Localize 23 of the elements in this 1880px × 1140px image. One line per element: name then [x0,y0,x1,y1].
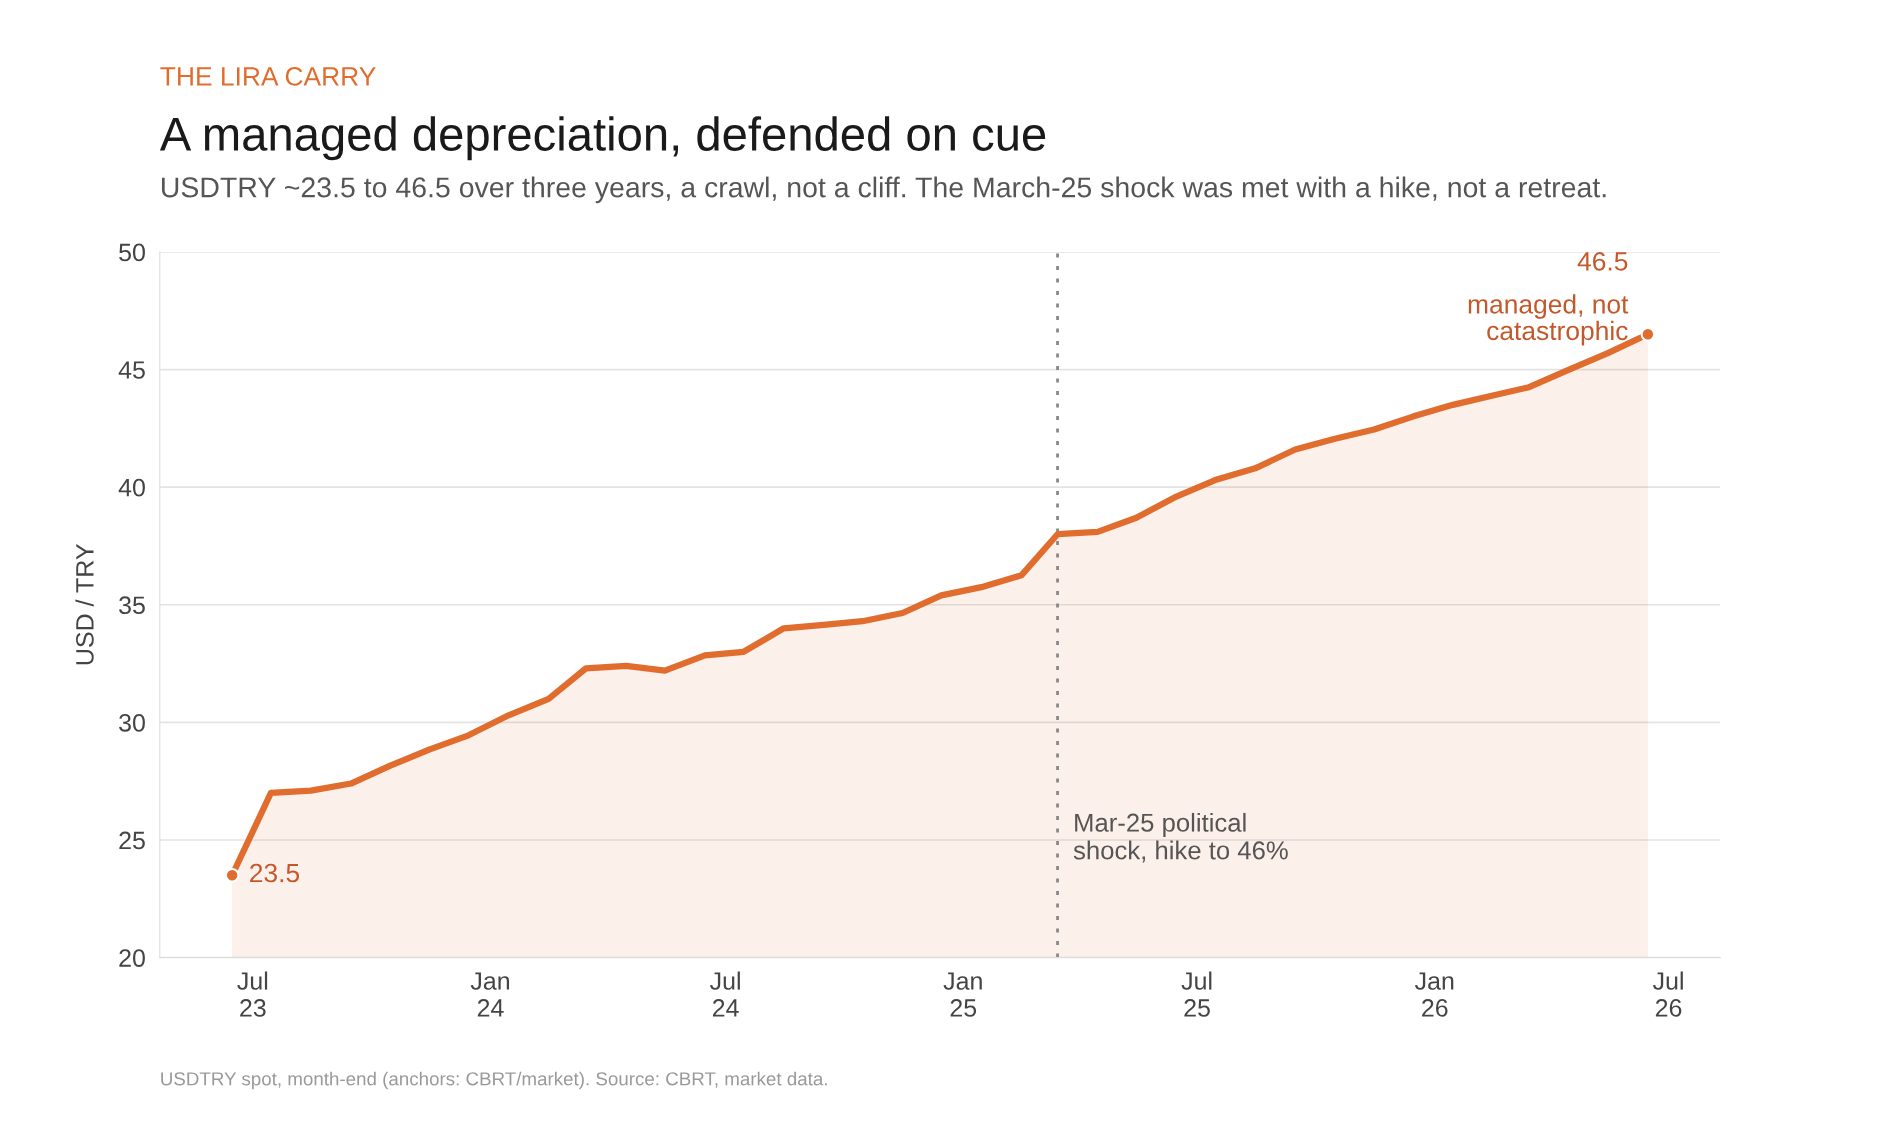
chart-title: A managed depreciation, defended on cue [159,116,1046,161]
x-tick-label: Jan 26 [1414,972,1454,1017]
y-tick-label: 35 [119,596,145,615]
y-tick-label: 25 [119,831,145,850]
y-axis-title: USD / TRY [75,543,94,665]
x-tick-label: Jul 26 [1652,971,1683,1017]
x-tick-label: Jul 25 [1181,971,1212,1017]
x-tick-label: Jul 23 [237,971,268,1017]
x-tick-label: Jan 24 [470,972,510,1017]
y-tick-label: 30 [119,713,145,732]
y-tick-label: 45 [118,361,145,379]
y-tick-label: 20 [119,949,145,967]
data-label: 23.5 [250,863,300,883]
chart-subtitle: USDTRY ~23.5 to 46.5 over three years, a crawl, not a cliff. The March-25 shock was met with a hike, not a retreat. [162,176,1606,204]
data-label: 46.5 [1577,252,1628,271]
annotation: managed, not catastrophic [1468,294,1629,346]
ref-line-label: Mar-25 political shock, hike to 46% [1073,812,1288,863]
y-tick-label: 40 [118,478,145,497]
y-tick-label: 50 [119,243,145,262]
text: THE LIRA CARRY [160,67,376,86]
x-tick-label: Jan 25 [943,972,982,1017]
x-tick-label: Jul 24 [709,971,740,1017]
text: USDTRY spot, month-end (anchors: CBRT/market). Source: CBRT, market data. [161,1071,827,1090]
